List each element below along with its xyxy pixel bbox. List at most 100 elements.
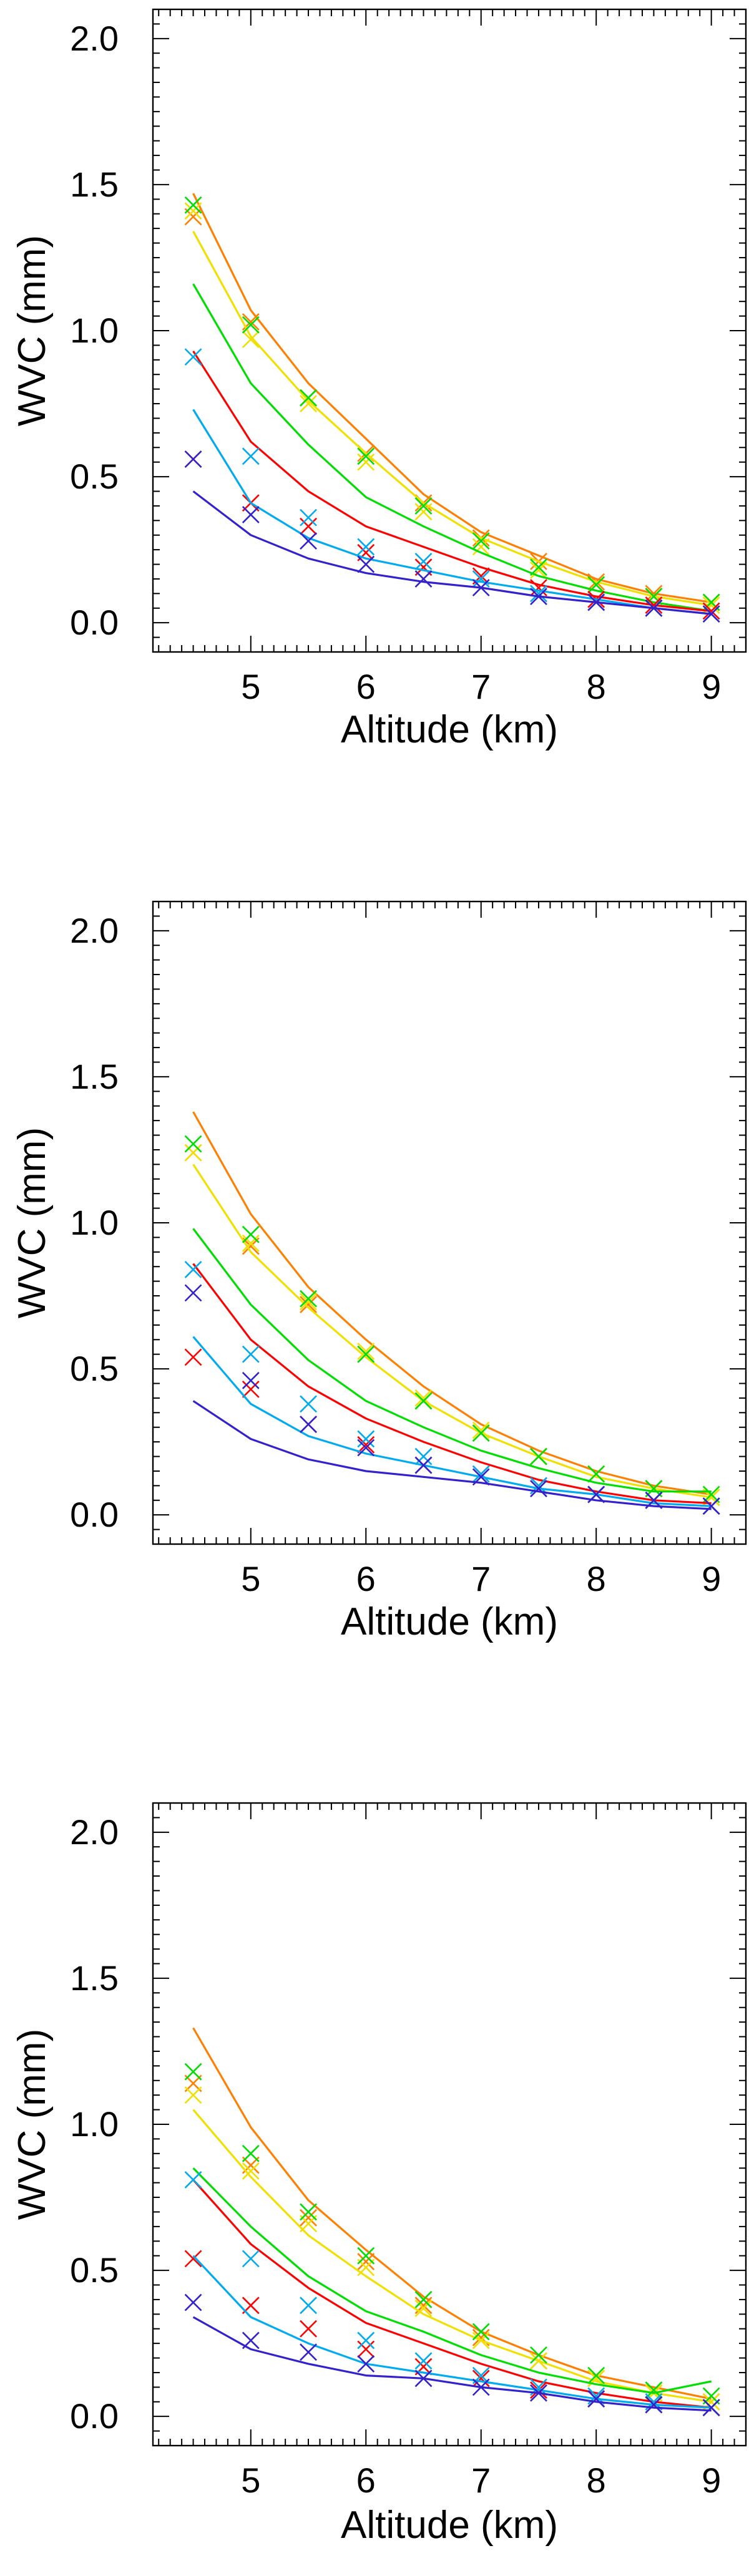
panel-3-series-cyan-marker-stroke [414,2352,433,2370]
panel-3-series-cyan-marker-stroke [357,2331,375,2350]
panel-1-series-yellow-line [192,231,712,606]
panel-2-series-cyan-marker [300,1395,317,1413]
panel-3-series-green-marker-stroke [184,2063,202,2081]
panel-3-series-cyan-marker-stroke [242,2250,260,2268]
panel-3-ytick-label-3: 1.5 [70,1958,119,1998]
panel-2-series-cyan-marker-stroke [242,1345,260,1363]
panel-1-frame [152,8,747,653]
panel-2-series-green-marker [414,1392,433,1410]
panel-2-series-cyan-marker-stroke [357,1430,375,1448]
panel-2-series-yellow-marker-stroke [242,1234,260,1252]
panel-3-series-green-marker [357,2247,375,2265]
panel-1-series-blue-marker-stroke [530,588,547,605]
panel-3-series-green-marker [300,2203,317,2221]
panel-3-frame [152,1802,747,2447]
panel-2-series-cyan-marker [414,1447,433,1465]
panel-2-x-axis-title: Altitude (km) [341,1600,558,1643]
panel-2-series-red-marker [242,1380,260,1398]
panel-2-series-orange-line [192,1111,712,1495]
panel-3-series-red-marker [357,2340,375,2358]
panel-2-series-blue-marker [530,1480,547,1497]
panel-2-ytick-label-3: 1.5 [70,1057,119,1096]
panel-3-series-yellow-marker-stroke [472,2331,490,2350]
panel-1-series-blue-marker [414,570,433,588]
panel-3-xtick-label-2: 7 [471,2461,491,2500]
panel-3-series-green-marker-stroke [587,2366,605,2384]
panel-1-ytick-label-3: 1.5 [70,165,119,204]
panel-2-series-yellow-marker [472,1421,490,1439]
panel-3-xtick-label-4: 9 [702,2461,721,2500]
panel-2-series-green-marker-stroke [184,1135,202,1153]
panel-3-series-cyan-marker [414,2352,433,2370]
panel-3-ytick-label-2: 1.0 [70,2104,119,2144]
panel-3-ytick-label-4: 2.0 [70,1812,119,1852]
panel-1-xtick-label-4: 9 [702,667,721,706]
panel-3-x-axis-title: Altitude (km) [341,2504,558,2547]
panel-3-series-yellow-marker-stroke [242,2162,260,2180]
panel-2-series-green-marker-stroke [242,1225,260,1243]
panel-2-series-yellow-marker-stroke [414,1389,433,1407]
panel-3-series-orange-marker [300,2209,317,2227]
panel-3-series-blue-marker-stroke [702,2399,720,2417]
panel-2-series-blue-marker-stroke [242,1371,260,1389]
panel-3-series-blue-marker [357,2355,375,2373]
panel-1-series-cyan-marker [242,447,260,465]
panel-1-series-blue-marker [530,588,547,605]
panel-3-series-cyan-line [192,2255,712,2409]
panel-2-series-red-line [192,1263,712,1505]
panel-1-series-green-marker-stroke [184,196,202,214]
panel-1-series-green-marker [414,497,433,515]
panel-3-series-green-marker [530,2346,547,2364]
panel-2-series-blue-marker-stroke [702,1497,720,1515]
panel-1-xtick-label-0: 5 [241,667,260,706]
panel-1-y-axis-title: WVC (mm) [11,235,54,426]
panel-1-xtick-label-3: 8 [587,667,606,706]
panel-1-series-cyan-marker-stroke [472,570,490,588]
panel-1-series-green-marker [242,316,260,334]
panel-1-series-cyan-marker [357,538,375,556]
panel-1-series-cyan-marker [414,552,433,570]
panel-1-series-yellow-marker [414,503,433,521]
panel-3-series-green-marker [587,2366,605,2384]
panel-3-series-red-marker [472,2369,490,2388]
panel-1-series-blue-marker-stroke [472,579,490,596]
panel-2-series-green-marker-stroke [414,1392,433,1410]
panel-3-series-green-marker [414,2290,433,2308]
panel-2-series-blue-marker [357,1439,375,1457]
panel-3-series-green-marker-stroke [242,2144,260,2162]
panel-3-ytick-label-0: 0.0 [70,2396,119,2436]
panel-3-series-blue-marker [530,2384,547,2402]
panel-3-series-yellow-marker-stroke [414,2300,433,2317]
panel-1-ytick-label-0: 0.0 [70,603,119,642]
panel-3-series-cyan-marker-stroke [184,2171,202,2189]
panel-3-series-orange-marker-stroke [300,2209,317,2227]
panel-2-series-yellow-marker-stroke [472,1421,490,1439]
panel-1-series-green-marker-stroke [587,576,605,594]
panel-2-series-blue-marker-stroke [472,1468,490,1486]
panel-1-series-blue-marker-stroke [414,570,433,588]
panel-3-series-orange-marker-stroke [472,2328,490,2346]
panel-1-series-red-marker [300,517,317,535]
panel-2-series-blue-marker-stroke [184,1284,202,1302]
panel-1-series-cyan-marker [530,585,547,603]
panel-2-series-blue-marker-stroke [645,1491,663,1509]
panel-3-series-blue-line [192,2316,712,2412]
panel-3-series-green-line [192,2167,712,2394]
panel-3-series-blue-marker [587,2390,605,2408]
panel-2-series-yellow-marker-stroke [184,1144,202,1162]
panel-3-series-cyan-marker-stroke [300,2297,317,2315]
panel-1-series-blue-marker-stroke [184,450,202,468]
panel-3-series-blue-marker-stroke [184,2293,202,2311]
panel-2-series-yellow-marker [184,1144,202,1162]
panel-3-series-green-marker-stroke [357,2247,375,2265]
panel-2-series-blue-marker [242,1371,260,1389]
panel-2-series-green-marker [530,1447,547,1465]
panel-3-series-blue-marker-stroke [414,2369,433,2388]
panel-2-series-green-marker [300,1290,317,1308]
panel-2-series-yellow-line [192,1164,712,1499]
panel-3-series-green-marker-stroke [472,2323,490,2341]
panel-3-series-yellow-marker [184,2086,202,2104]
panel-3-series-blue-marker-stroke [530,2384,547,2402]
panel-1-series-red-marker [645,596,663,615]
panel-3-series-green-marker-stroke [300,2203,317,2221]
